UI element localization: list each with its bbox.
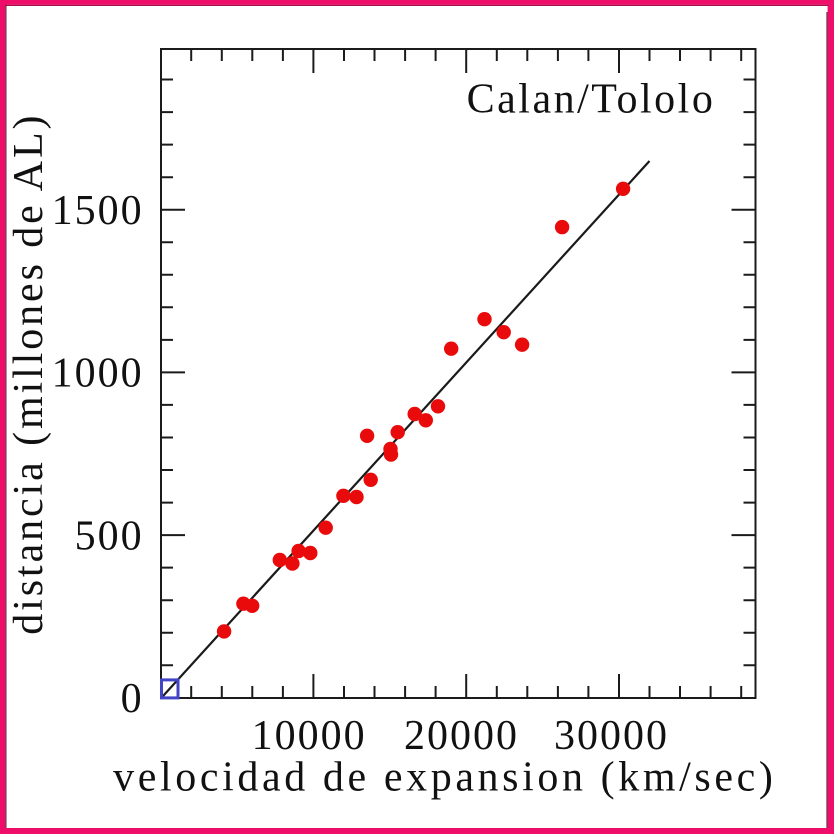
svg-text:1000: 1000 — [52, 351, 144, 397]
svg-text:1500: 1500 — [52, 188, 144, 234]
svg-text:20000: 20000 — [404, 713, 519, 759]
svg-text:Calan/Tololo: Calan/Tololo — [467, 77, 716, 123]
svg-text:30000: 30000 — [554, 713, 669, 759]
svg-text:0: 0 — [121, 676, 144, 722]
svg-text:velocidad de expansion (km/sec: velocidad de expansion (km/sec) — [113, 755, 776, 801]
svg-text:500: 500 — [75, 513, 144, 559]
svg-text:10000: 10000 — [252, 713, 367, 759]
svg-text:distancia (millones de AL): distancia (millones de AL) — [6, 113, 52, 635]
